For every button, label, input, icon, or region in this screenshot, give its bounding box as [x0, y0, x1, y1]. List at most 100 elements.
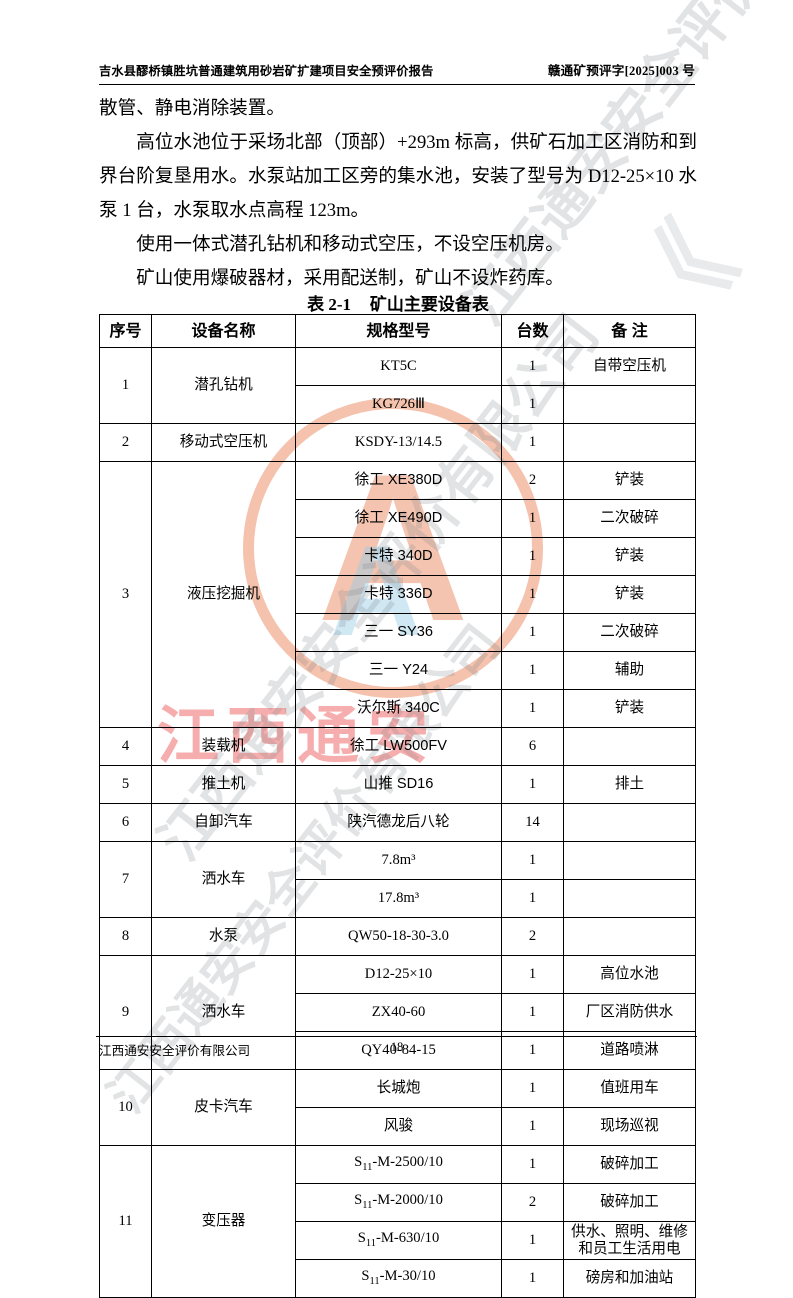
cell-equipment-name: 自卸汽车	[151, 803, 296, 842]
equipment-table: 序号 设备名称 规格型号 台数 备 注 1 潜孔钻机 KT5C 1 自带空压机 KG726…	[99, 314, 696, 1298]
paragraph-2: 使用一体式潜孔钻机和移动式空压，不设空压机房。	[136, 234, 564, 255]
cell-quantity: 1	[501, 1145, 564, 1184]
table-row: 4 装载机 徐工 LW500FV 6	[99, 727, 696, 766]
cell-model: S11-M-630/10	[295, 1221, 502, 1260]
cell-note	[563, 803, 696, 842]
footer-divider	[96, 1036, 697, 1037]
cell-note	[563, 385, 696, 424]
table-row: 3 液压挖掘机 徐工 XE380D 2 铲装	[99, 461, 696, 728]
cell-model: KT5C	[295, 347, 502, 386]
cell-seq: 3	[99, 461, 152, 728]
cell-quantity: 1	[501, 423, 564, 462]
cell-model: 长城炮	[295, 1069, 502, 1108]
cell-quantity: 1	[501, 537, 564, 576]
cell-equipment-name: 变压器	[151, 1145, 296, 1298]
cell-quantity: 14	[501, 803, 564, 842]
cell-note: 铲装	[563, 461, 696, 500]
table-header-row: 序号 设备名称 规格型号 台数 备 注	[99, 314, 696, 348]
cell-model: S11-M-2500/10	[295, 1145, 502, 1184]
cell-model: QY40-84-15	[295, 1031, 502, 1070]
table-row: 6 自卸汽车 陕汽德龙后八轮 14	[99, 803, 696, 842]
cell-model: QW50-18-30-3.0	[295, 917, 502, 956]
paragraph-0: 散管、静电消除装置。	[99, 98, 285, 119]
table-row: 1 潜孔钻机 KT5C 1 自带空压机	[99, 347, 696, 424]
table-row: 2 移动式空压机 KSDY-13/14.5 1	[99, 423, 696, 462]
cell-model: 风骏	[295, 1107, 502, 1146]
table-row: QY40-84-15 1 道路喷淋	[100, 1031, 696, 1070]
cell-quantity: 1	[501, 1069, 564, 1108]
table-row: 徐工 XE490D 1 二次破碎	[100, 499, 696, 538]
cell-equipment-name: 装载机	[151, 727, 296, 766]
cell-quantity: 2	[501, 461, 564, 500]
table-row: 卡特 340D 1 铲装	[100, 537, 696, 576]
cell-equipment-name: 洒水车	[151, 841, 296, 918]
table-row: 9 洒水车 D12-25×10 1 高位水池	[99, 955, 696, 1070]
cell-quantity: 1	[501, 1259, 564, 1298]
cell-note: 值班用车	[563, 1069, 696, 1108]
cell-note: 破碎加工	[563, 1183, 696, 1222]
page-footer: 江西通安安全评价有限公司 18	[99, 1040, 695, 1059]
cell-model: 徐工 XE380D	[295, 461, 502, 500]
cell-quantity: 2	[501, 1183, 564, 1222]
cell-note: 供水、照明、维修和员工生活用电	[563, 1221, 696, 1260]
paragraph-1: 高位水池位于采场北部（顶部）+293m 标高，供矿石加工区消防和到界台阶复垦用水…	[99, 132, 697, 221]
cell-quantity: 1	[501, 955, 564, 994]
cell-equipment-name: 液压挖掘机	[151, 461, 296, 728]
cell-note	[563, 841, 696, 880]
cell-note: 现场巡视	[563, 1107, 696, 1146]
table-row: 7 洒水车 7.8m³ 1	[99, 841, 696, 918]
cell-model: S11-M-2000/10	[295, 1183, 502, 1222]
table-caption: 表 2-1 矿山主要设备表	[99, 290, 697, 315]
cell-quantity: 1	[501, 765, 564, 804]
cell-model: D12-25×10	[295, 955, 502, 994]
cell-model: ZX40-60	[295, 993, 502, 1032]
cell-model: 沃尔斯 340C	[295, 689, 502, 728]
cell-note: 自带空压机	[563, 347, 696, 386]
cell-seq: 11	[99, 1145, 152, 1298]
cell-model: S11-M-30/10	[295, 1259, 502, 1298]
cell-note: 厂区消防供水	[563, 993, 696, 1032]
cell-note: 道路喷淋	[563, 1031, 696, 1070]
cell-model: 卡特 340D	[295, 537, 502, 576]
cell-quantity: 1	[501, 1221, 564, 1260]
body-text-block: 散管、静电消除装置。 高位水池位于采场北部（顶部）+293m 标高，供矿石加工区…	[99, 92, 697, 296]
cell-model: 17.8m³	[295, 879, 502, 918]
cell-model: 山推 SD16	[295, 765, 502, 804]
cell-note: 高位水池	[563, 955, 696, 994]
cell-model: 陕汽德龙后八轮	[295, 803, 502, 842]
column-header-name: 设备名称	[151, 314, 296, 348]
cell-note: 磅房和加油站	[563, 1259, 696, 1298]
cell-seq: 10	[99, 1069, 152, 1146]
column-header-qty: 台数	[501, 314, 564, 348]
table-body: 1 潜孔钻机 KT5C 1 自带空压机 KG726Ⅲ 1 2 移动式空压机 KSDY-13/14.…	[99, 347, 696, 1298]
cell-quantity: 2	[501, 917, 564, 956]
document-page: A A 江西通安 江西通安安全评价有限公司 江西通安安全评价有限公司 江西通安安…	[96, 0, 793, 1298]
cell-note	[563, 423, 696, 462]
cell-equipment-name: 潜孔钻机	[151, 347, 296, 424]
page-header: 吉水县醪桥镇胜坑普通建筑用砂岩矿扩建项目安全预评价报告 赣通矿预评字[2025]…	[99, 60, 695, 79]
cell-equipment-name: 皮卡汽车	[151, 1069, 296, 1146]
cell-quantity: 1	[501, 689, 564, 728]
footer-page-number: 18	[390, 1040, 404, 1054]
cell-quantity: 1	[501, 575, 564, 614]
cell-seq: 1	[99, 347, 152, 424]
cell-quantity: 1	[501, 1107, 564, 1146]
cell-model: 7.8m³	[295, 841, 502, 880]
cell-seq: 4	[99, 727, 152, 766]
table-row: 卡特 336D 1 铲装	[100, 575, 696, 614]
cell-note: 辅助	[563, 651, 696, 690]
cell-equipment-name: 水泵	[151, 917, 296, 956]
cell-quantity: 1	[501, 879, 564, 918]
cell-quantity: 1	[501, 841, 564, 880]
cell-model: 徐工 LW500FV	[295, 727, 502, 766]
cell-quantity: 1	[501, 499, 564, 538]
column-header-note: 备 注	[563, 314, 696, 348]
cell-seq: 7	[99, 841, 152, 918]
cell-quantity: 1	[501, 651, 564, 690]
table-row: 8 水泵 QW50-18-30-3.0 2	[99, 917, 696, 956]
cell-note	[563, 727, 696, 766]
paragraph-3: 矿山使用爆破器材，采用配送制，矿山不设炸药库。	[136, 268, 564, 289]
table-row: 10 皮卡汽车 长城炮 1 值班用车	[99, 1069, 696, 1146]
header-report-title: 吉水县醪桥镇胜坑普通建筑用砂岩矿扩建项目安全预评价报告	[99, 64, 434, 78]
cell-note: 破碎加工	[563, 1145, 696, 1184]
